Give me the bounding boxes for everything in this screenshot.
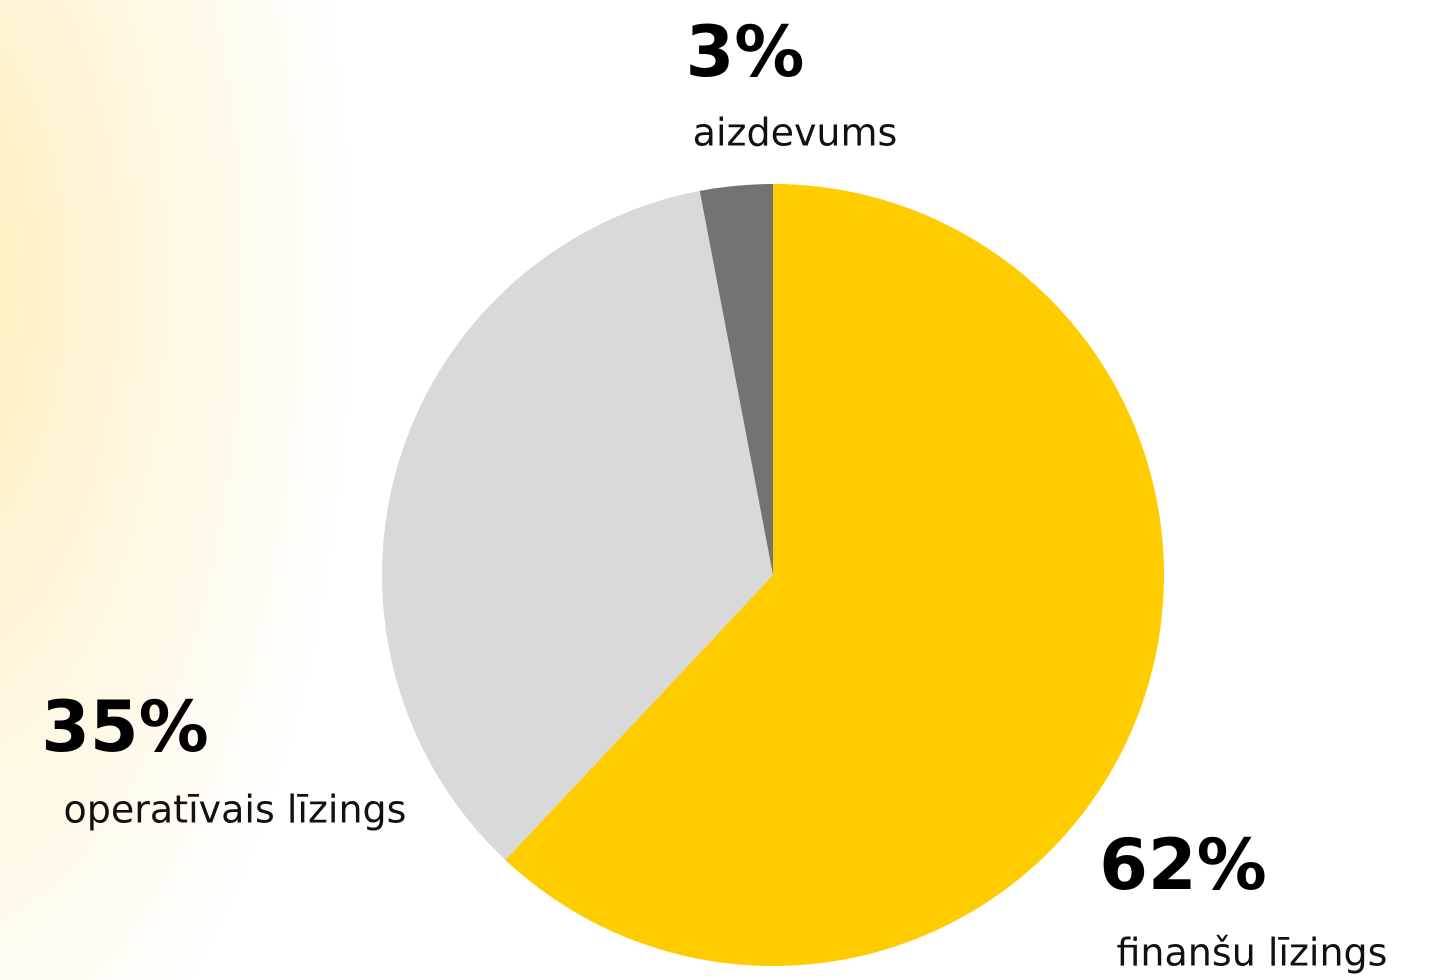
pie-slice xyxy=(699,184,773,575)
value-label: 62% xyxy=(1099,824,1267,906)
category-label: aizdevums xyxy=(693,111,898,155)
category-label: operatīvais līzings xyxy=(64,788,407,832)
value-label: 3% xyxy=(686,11,805,93)
value-label: 35% xyxy=(41,686,209,768)
pie-slice xyxy=(505,184,1165,966)
category-label: finanšu līzings xyxy=(1117,931,1388,975)
pie-slice xyxy=(381,190,773,861)
